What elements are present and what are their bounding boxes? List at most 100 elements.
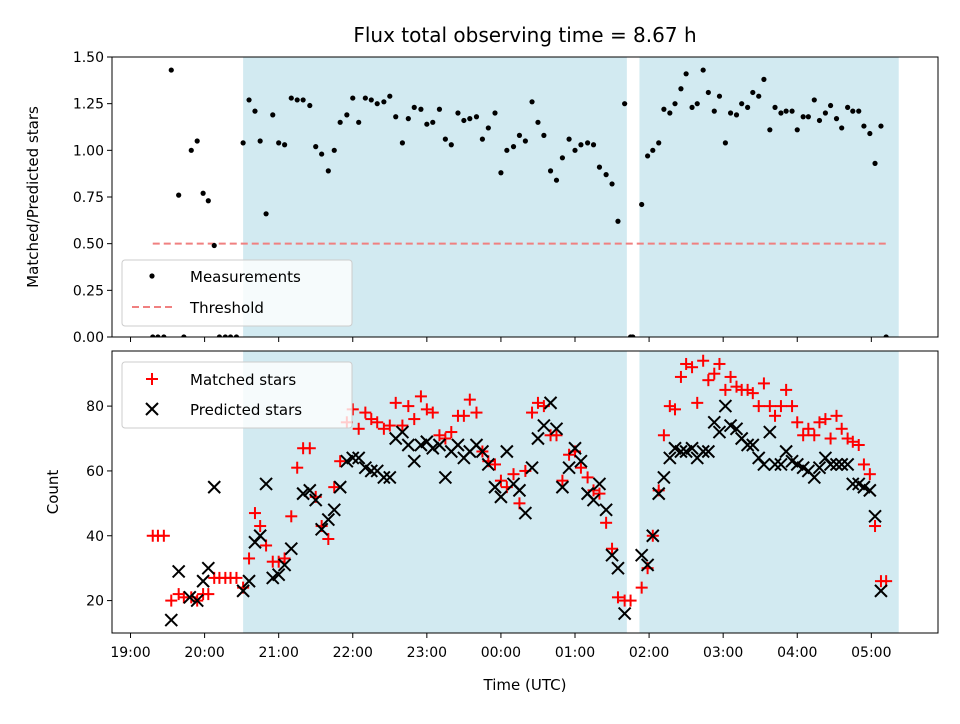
bottom-y-axis-label: Count bbox=[44, 470, 62, 515]
matched-stars-point bbox=[157, 529, 170, 542]
matched-stars-point bbox=[763, 400, 776, 413]
matched-stars-point bbox=[371, 416, 384, 429]
predicted-stars-point bbox=[164, 613, 178, 627]
matched-stars-point bbox=[691, 396, 704, 409]
measurements-point bbox=[694, 101, 700, 107]
x-tick-label: 03:00 bbox=[703, 645, 743, 661]
measurements-point bbox=[772, 104, 778, 110]
predicted-stars-point bbox=[729, 422, 744, 436]
predicted-stars-point bbox=[868, 509, 882, 524]
top-legend-box bbox=[121, 259, 353, 327]
measurements-point bbox=[216, 334, 223, 337]
measurements-point bbox=[578, 142, 584, 148]
predicted-stars-point bbox=[707, 415, 721, 430]
x-axis-label: Time (UTC) bbox=[483, 676, 567, 694]
matched-stars-point bbox=[697, 354, 710, 367]
x-tick-label: 01:00 bbox=[555, 645, 595, 661]
measurements-point bbox=[778, 110, 784, 116]
measurements-point bbox=[387, 93, 393, 99]
measurements-point bbox=[590, 142, 597, 148]
measurements-point bbox=[553, 177, 560, 183]
measurements-point bbox=[485, 125, 491, 131]
legend-predicted-label: Predicted stars bbox=[190, 401, 302, 419]
matched-stars-point bbox=[202, 588, 215, 601]
measurements-point bbox=[800, 114, 806, 120]
matched-stars-point bbox=[769, 409, 782, 422]
measurements-point bbox=[683, 71, 689, 77]
matched-stars-point bbox=[285, 510, 298, 523]
predicted-stars-point bbox=[525, 460, 539, 475]
measurements-point bbox=[672, 101, 678, 107]
measurements-point bbox=[850, 108, 856, 114]
measurements-point bbox=[294, 97, 300, 103]
measurements-point bbox=[650, 147, 656, 153]
measurements-point bbox=[872, 160, 878, 166]
matched-stars-point bbox=[526, 406, 539, 419]
x-tick-label: 22:00 bbox=[333, 645, 373, 661]
predicted-stars-point bbox=[768, 457, 782, 472]
matched-stars-point bbox=[624, 594, 637, 607]
predicted-stars-point bbox=[271, 567, 286, 582]
measurements-point bbox=[783, 108, 789, 114]
matched-stars-point bbox=[243, 552, 256, 565]
matched-stars-point bbox=[248, 507, 261, 520]
measurements-point bbox=[448, 142, 454, 148]
measurements-point bbox=[510, 144, 517, 150]
predicted-stars-point bbox=[646, 529, 660, 543]
measurements-point bbox=[430, 119, 436, 125]
predicted-stars-point bbox=[663, 451, 677, 465]
matched-stars-point bbox=[457, 409, 470, 422]
predicted-stars-point bbox=[562, 460, 576, 475]
measurements-point bbox=[833, 116, 840, 122]
predicted-stars-point bbox=[500, 444, 514, 459]
measurements-point bbox=[878, 123, 884, 129]
measurements-point bbox=[257, 138, 263, 144]
matched-stars-point bbox=[819, 413, 832, 426]
measurements-point bbox=[711, 108, 717, 114]
matched-stars-point bbox=[328, 481, 341, 494]
measurements-point bbox=[467, 116, 473, 122]
bottom-y-tick-label: 80 bbox=[86, 399, 104, 415]
predicted-stars-point bbox=[518, 506, 533, 520]
predicted-stars-point bbox=[712, 425, 727, 439]
measurements-point bbox=[516, 132, 523, 138]
matched-stars-point bbox=[439, 432, 452, 445]
matched-stars-point bbox=[600, 516, 613, 529]
measurements-point bbox=[313, 144, 319, 150]
matched-stars-point bbox=[359, 406, 372, 419]
predicted-stars-point bbox=[812, 460, 827, 475]
matched-stars-point bbox=[402, 400, 415, 413]
measurements-point bbox=[374, 101, 380, 107]
predicted-stars-point bbox=[696, 444, 710, 459]
measurements-point bbox=[572, 147, 578, 153]
matched-stars-point bbox=[774, 400, 787, 413]
matched-stars-point bbox=[830, 409, 843, 422]
measurements-point bbox=[767, 127, 773, 133]
measurements-point bbox=[331, 147, 337, 153]
predicted-stars-point bbox=[327, 503, 341, 517]
predicted-stars-point bbox=[718, 399, 733, 413]
matched-stars-point bbox=[791, 416, 804, 429]
matched-stars-point bbox=[322, 533, 335, 545]
matched-stars-point bbox=[869, 520, 882, 533]
measurements-point bbox=[805, 114, 811, 120]
predicted-stars-point bbox=[346, 451, 360, 465]
measurements-point bbox=[176, 192, 182, 198]
matched-stars-point bbox=[414, 390, 427, 403]
measurements-point bbox=[300, 97, 306, 103]
predicted-stars-point bbox=[236, 584, 250, 598]
bottom-legend-box bbox=[121, 361, 353, 429]
predicted-stars-point bbox=[488, 480, 502, 494]
measurements-point bbox=[492, 110, 498, 116]
bottom-plot: 20 40 60 80 19:00 20:00 21:00 22:00 23:00 00:00 01… bbox=[86, 350, 939, 661]
matched-stars-point bbox=[507, 468, 520, 481]
predicted-stars-point bbox=[592, 477, 607, 491]
measurements-point bbox=[615, 218, 621, 224]
measurements-point bbox=[756, 93, 762, 99]
predicted-stars-point bbox=[634, 548, 649, 562]
predicted-stars-point bbox=[674, 444, 688, 459]
matched-stars-point bbox=[757, 377, 770, 390]
measurements-point bbox=[596, 164, 603, 170]
legend-matched-marker bbox=[146, 373, 158, 385]
bottom-y-tick-label: 60 bbox=[86, 464, 104, 480]
